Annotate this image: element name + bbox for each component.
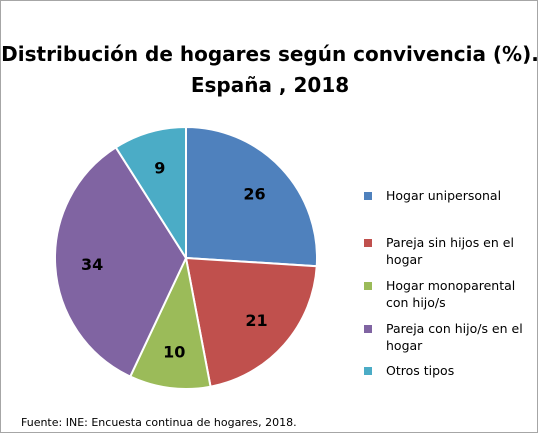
data-label-unipersonal: 26: [243, 185, 265, 204]
pie-slice-unipersonal: [185, 125, 318, 268]
data-label-pareja-sin-hijos: 21: [245, 311, 267, 330]
chart-title: Distribución de hogares según convivenci…: [1, 39, 538, 101]
legend-swatch-otros: [364, 367, 372, 375]
data-label-pareja-con-hijos: 34: [81, 255, 103, 274]
legend-label-pareja-sin-hijos: Pareja sin hijos en el hogar: [386, 235, 514, 267]
pie-slice-pareja-sin-hijos: [184, 256, 318, 388]
legend-label-pareja-con-hijos: Pareja con hijo/s en el hogar: [386, 321, 523, 353]
legend-swatch-pareja-sin-hijos: [364, 239, 372, 247]
legend-swatch-unipersonal: [364, 192, 372, 200]
legend-swatch-monoparental: [364, 282, 372, 290]
legend-label-monoparental: Hogar monoparental con hijo/s: [386, 278, 516, 310]
source-note: Fuente: INE: Encuesta continua de hogare…: [21, 416, 297, 429]
data-label-otros: 9: [154, 159, 165, 178]
pie-slice-otros: [114, 125, 187, 262]
legend-label-unipersonal: Hogar unipersonal: [386, 188, 502, 203]
data-label-monoparental: 10: [163, 342, 185, 361]
chart-title-line-2: España , 2018: [190, 73, 350, 97]
legend-label-otros: Otros tipos: [386, 363, 455, 378]
pie-slice-monoparental: [128, 254, 212, 390]
chart-title-line-1: Distribución de hogares según convivenci…: [1, 42, 538, 66]
legend-swatch-pareja-con-hijos: [364, 325, 372, 333]
pie-slice-pareja-con-hijos: [54, 146, 188, 378]
